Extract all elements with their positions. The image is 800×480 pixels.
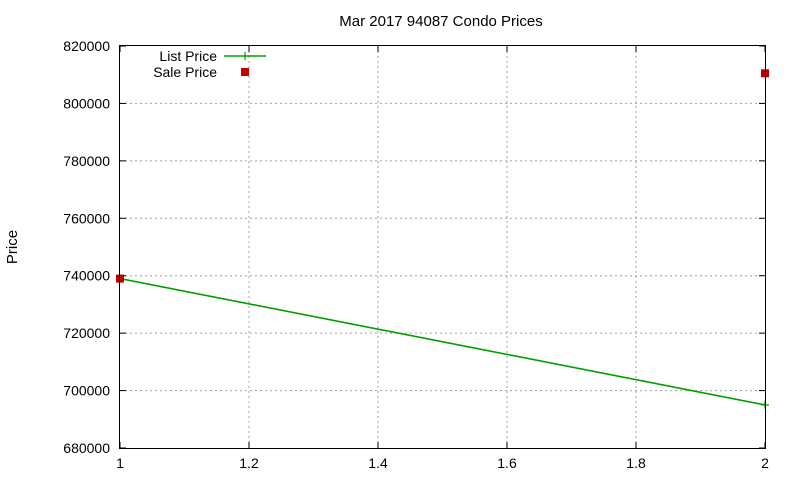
list-price-line xyxy=(119,277,766,406)
y-tick-label: 740000 xyxy=(63,268,110,284)
legend-sale-price-swatch xyxy=(241,68,249,76)
x-tick-label: 2 xyxy=(761,455,769,471)
y-tick-label: 780000 xyxy=(63,153,110,169)
y-axis-label: Price xyxy=(4,230,21,264)
y-tick-label: 680000 xyxy=(63,440,110,456)
chart-title: Mar 2017 94087 Condo Prices xyxy=(339,13,542,30)
y-tick-label: 700000 xyxy=(63,383,110,399)
x-tick-label: 1 xyxy=(116,455,124,471)
y-tick-label: 760000 xyxy=(63,210,110,226)
legend-label: Sale Price xyxy=(153,64,217,80)
x-tick-label: 1.4 xyxy=(368,455,388,471)
y-tick-label: 820000 xyxy=(63,38,110,54)
x-tick-label: 1.6 xyxy=(497,455,517,471)
x-tick-label: 1.2 xyxy=(239,455,259,471)
grid xyxy=(120,46,765,448)
x-tick-label: 1.8 xyxy=(626,455,646,471)
y-tick-label: 800000 xyxy=(63,95,110,111)
y-tick-label: 720000 xyxy=(63,325,110,341)
legend-label: List Price xyxy=(159,48,217,64)
plot-frame xyxy=(119,45,766,449)
plot-area xyxy=(116,69,769,409)
